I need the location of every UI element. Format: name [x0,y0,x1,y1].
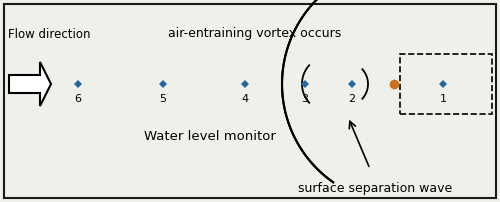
Polygon shape [9,62,51,106]
Text: Water level monitor: Water level monitor [144,130,276,143]
Text: 2: 2 [348,94,356,104]
Text: surface separation wave: surface separation wave [298,182,452,195]
Text: 6: 6 [74,94,82,104]
Text: air-entraining vortex occurs: air-entraining vortex occurs [168,27,342,40]
Text: 3: 3 [302,94,308,104]
Bar [400,54,492,114]
Text: Flow direction: Flow direction [8,27,90,40]
Text: 4: 4 [242,94,248,104]
Text: 1: 1 [440,94,446,104]
Text: 5: 5 [160,94,166,104]
